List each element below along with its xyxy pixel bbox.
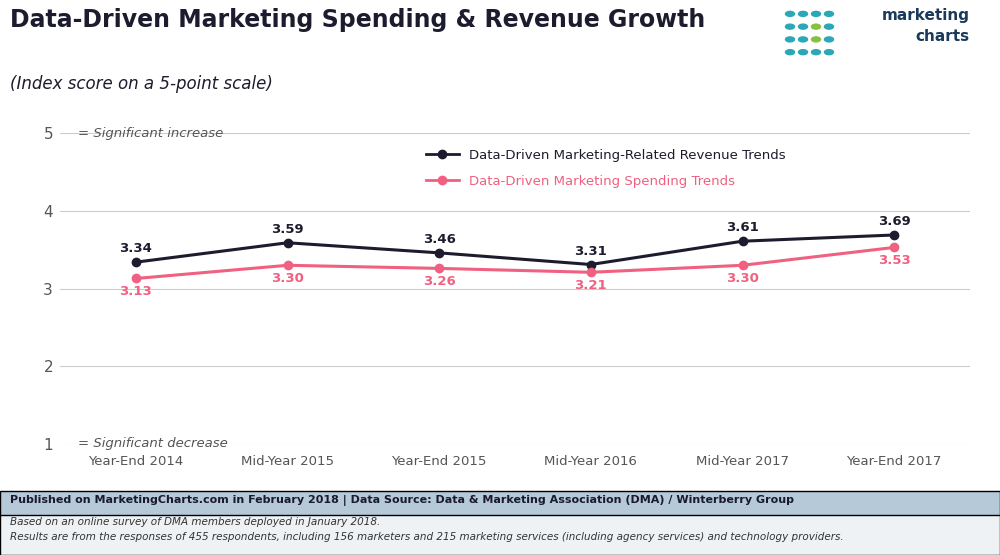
Text: = Significant decrease: = Significant decrease <box>78 437 228 451</box>
Text: 3.21: 3.21 <box>575 279 607 292</box>
Text: Published on MarketingCharts.com in February 2018 | Data Source: Data & Marketin: Published on MarketingCharts.com in Febr… <box>10 495 794 506</box>
Text: 3.34: 3.34 <box>119 242 152 255</box>
Legend: Data-Driven Marketing-Related Revenue Trends, Data-Driven Marketing Spending Tre: Data-Driven Marketing-Related Revenue Tr… <box>421 143 791 194</box>
Text: 3.31: 3.31 <box>574 245 607 258</box>
Text: 3.46: 3.46 <box>423 233 456 246</box>
Text: 3.30: 3.30 <box>271 273 304 285</box>
Text: 3.13: 3.13 <box>119 285 152 299</box>
Text: Based on an online survey of DMA members deployed in January 2018.: Based on an online survey of DMA members… <box>10 517 380 527</box>
Text: = Significant increase: = Significant increase <box>78 127 223 140</box>
Text: marketing
charts: marketing charts <box>882 8 970 44</box>
Text: Data-Driven Marketing Spending & Revenue Growth: Data-Driven Marketing Spending & Revenue… <box>10 8 705 32</box>
Text: 3.26: 3.26 <box>423 275 456 289</box>
Text: 3.69: 3.69 <box>878 215 911 228</box>
Text: 3.30: 3.30 <box>726 273 759 285</box>
Text: 3.53: 3.53 <box>878 254 911 268</box>
Text: (Index score on a 5-point scale): (Index score on a 5-point scale) <box>10 75 273 93</box>
Text: 3.61: 3.61 <box>726 221 759 234</box>
Text: Results are from the responses of 455 respondents, including 156 marketers and 2: Results are from the responses of 455 re… <box>10 532 844 542</box>
Text: 3.59: 3.59 <box>271 223 304 236</box>
